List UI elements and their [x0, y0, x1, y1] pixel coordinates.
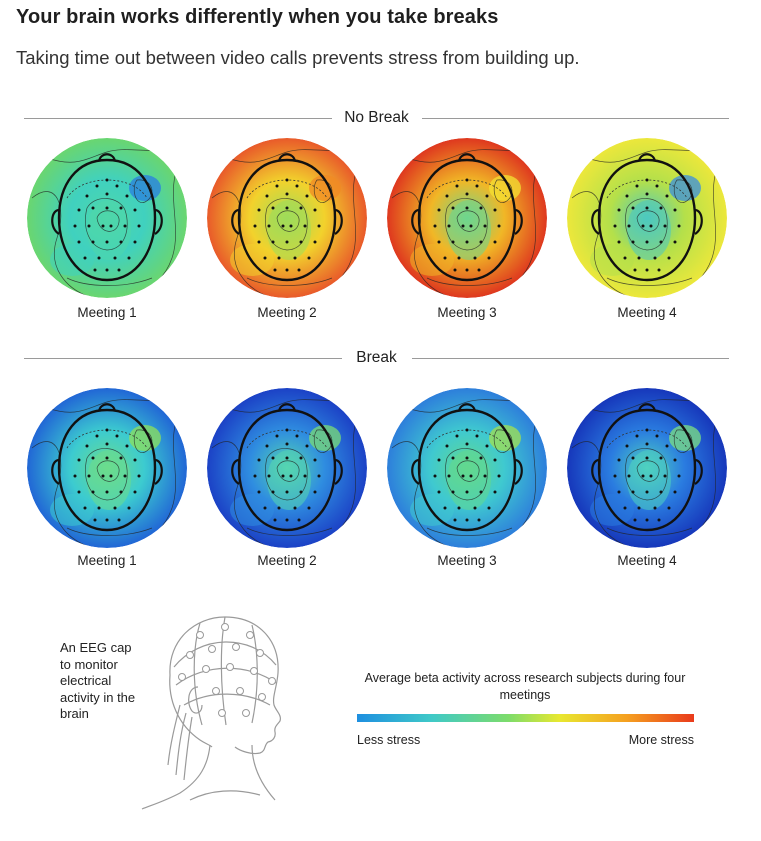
stress-gradient-bar [357, 714, 694, 722]
map-label-break-meeting-4: Meeting 4 [617, 553, 677, 568]
brain-map-break-meeting-2 [207, 388, 367, 548]
map-label-no-break-meeting-1: Meeting 1 [77, 305, 137, 320]
section-divider-no-break: No Break [24, 108, 729, 128]
page-title: Your brain works differently when you ta… [16, 6, 499, 28]
brain-map-break-meeting-3 [387, 388, 547, 548]
section-label-break: Break [356, 349, 397, 366]
map-label-break-meeting-2: Meeting 2 [257, 553, 317, 568]
brain-map-no-break-meeting-3 [387, 138, 547, 298]
eeg-caption: An EEG cap to monitor electrical activit… [60, 640, 136, 721]
legend-title: Average beta activity across research su… [364, 671, 686, 702]
legend-high-label: More stress [628, 733, 694, 747]
brain-map-no-break-meeting-2 [207, 138, 367, 298]
brain-map-break-meeting-4 [567, 388, 727, 548]
brain-map-no-break-meeting-1 [27, 138, 187, 298]
map-label-break-meeting-3: Meeting 3 [437, 553, 497, 568]
legend-low-label: Less stress [357, 733, 421, 747]
map-label-no-break-meeting-2: Meeting 2 [257, 305, 317, 320]
section-label-no-break: No Break [344, 109, 409, 126]
brain-map-no-break-meeting-4 [567, 138, 727, 298]
page-subtitle: Taking time out between video calls prev… [16, 47, 580, 68]
map-label-no-break-meeting-4: Meeting 4 [617, 305, 677, 320]
eeg-cap-head-icon [140, 605, 290, 810]
brain-map-break-meeting-1 [27, 388, 187, 548]
map-label-no-break-meeting-3: Meeting 3 [437, 305, 497, 320]
section-divider-break: Break [24, 348, 729, 368]
map-label-break-meeting-1: Meeting 1 [77, 553, 137, 568]
